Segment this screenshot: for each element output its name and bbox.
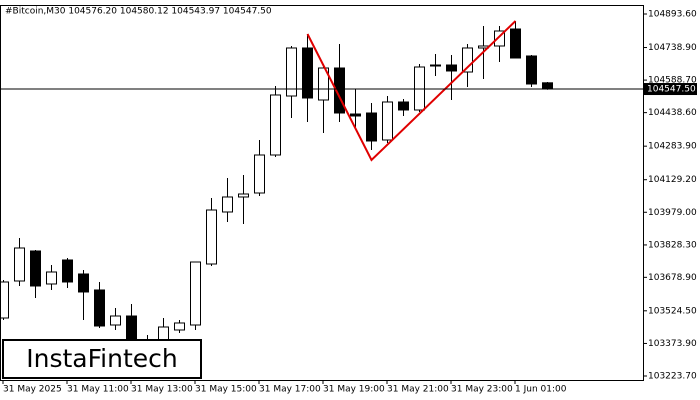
y-tick-label: 104129.20 <box>648 175 697 185</box>
candle-body <box>126 315 137 343</box>
logo: InstaFintech <box>26 344 178 373</box>
candle-body <box>1 281 9 319</box>
candle-body <box>430 64 441 67</box>
y-tick-label: 103223.70 <box>648 372 697 382</box>
candle-body <box>270 94 281 156</box>
candle-body <box>510 28 521 59</box>
candle-body <box>62 259 73 283</box>
x-tick-label: 31 May 2025 <box>3 385 62 395</box>
x-tick-label: 31 May 19:00 <box>323 385 385 395</box>
y-tick-label: 103524.50 <box>648 306 697 316</box>
y-tick-label: 103828.30 <box>648 240 697 250</box>
y-tick-label: 104738.90 <box>648 43 697 53</box>
price-label-box <box>644 83 697 96</box>
candle-body <box>382 101 393 141</box>
candle-body <box>254 154 265 194</box>
candle-body <box>174 322 185 331</box>
candle-body <box>238 193 249 198</box>
candle-body <box>158 326 169 341</box>
candle-body <box>206 209 217 265</box>
candle-body <box>366 112 377 142</box>
y-tick-label: 103979.00 <box>648 208 697 218</box>
candle-body <box>46 271 57 285</box>
candle-body <box>78 273 89 293</box>
x-tick-label: 31 May 23:00 <box>451 385 513 395</box>
x-tick-label: 1 Jun 01:00 <box>515 385 567 395</box>
chart-title: #Bitcoin,M30 104576.20 104580.12 104543.… <box>5 7 272 17</box>
x-tick-label: 31 May 13:00 <box>131 385 193 395</box>
candle-body <box>94 289 105 327</box>
candle-body <box>494 30 505 47</box>
candle-body <box>398 101 409 111</box>
candle-body <box>414 66 425 111</box>
candle-body <box>542 82 553 90</box>
x-tick-label: 31 May 15:00 <box>195 385 257 395</box>
candle-body <box>190 261 201 326</box>
y-tick-label: 103678.90 <box>648 273 697 283</box>
x-tick-label: 31 May 11:00 <box>67 385 129 395</box>
candle-body <box>286 47 297 97</box>
candle-body <box>30 250 41 287</box>
candle-body <box>526 55 537 85</box>
y-tick-label: 104893.60 <box>648 9 697 19</box>
pattern-line <box>306 20 517 162</box>
candle-body <box>14 247 25 282</box>
y-tick-label: 103373.90 <box>648 339 697 349</box>
candle-body <box>334 67 345 114</box>
candle-body <box>462 47 473 73</box>
candle-body <box>446 64 457 72</box>
y-tick-label: 104588.70 <box>648 76 697 86</box>
x-tick-label: 31 May 21:00 <box>387 385 449 395</box>
x-tick-label: 31 May 17:00 <box>259 385 321 395</box>
candle-body <box>222 196 233 213</box>
candle-body <box>302 47 313 99</box>
y-tick-label: 104438.60 <box>648 108 697 118</box>
candle-body <box>110 315 121 326</box>
candle-body <box>318 67 329 101</box>
logo-box <box>2 339 202 379</box>
price-label: 104547.50 <box>647 85 696 95</box>
y-tick-label: 104283.90 <box>648 142 697 152</box>
candle-body <box>350 113 361 117</box>
